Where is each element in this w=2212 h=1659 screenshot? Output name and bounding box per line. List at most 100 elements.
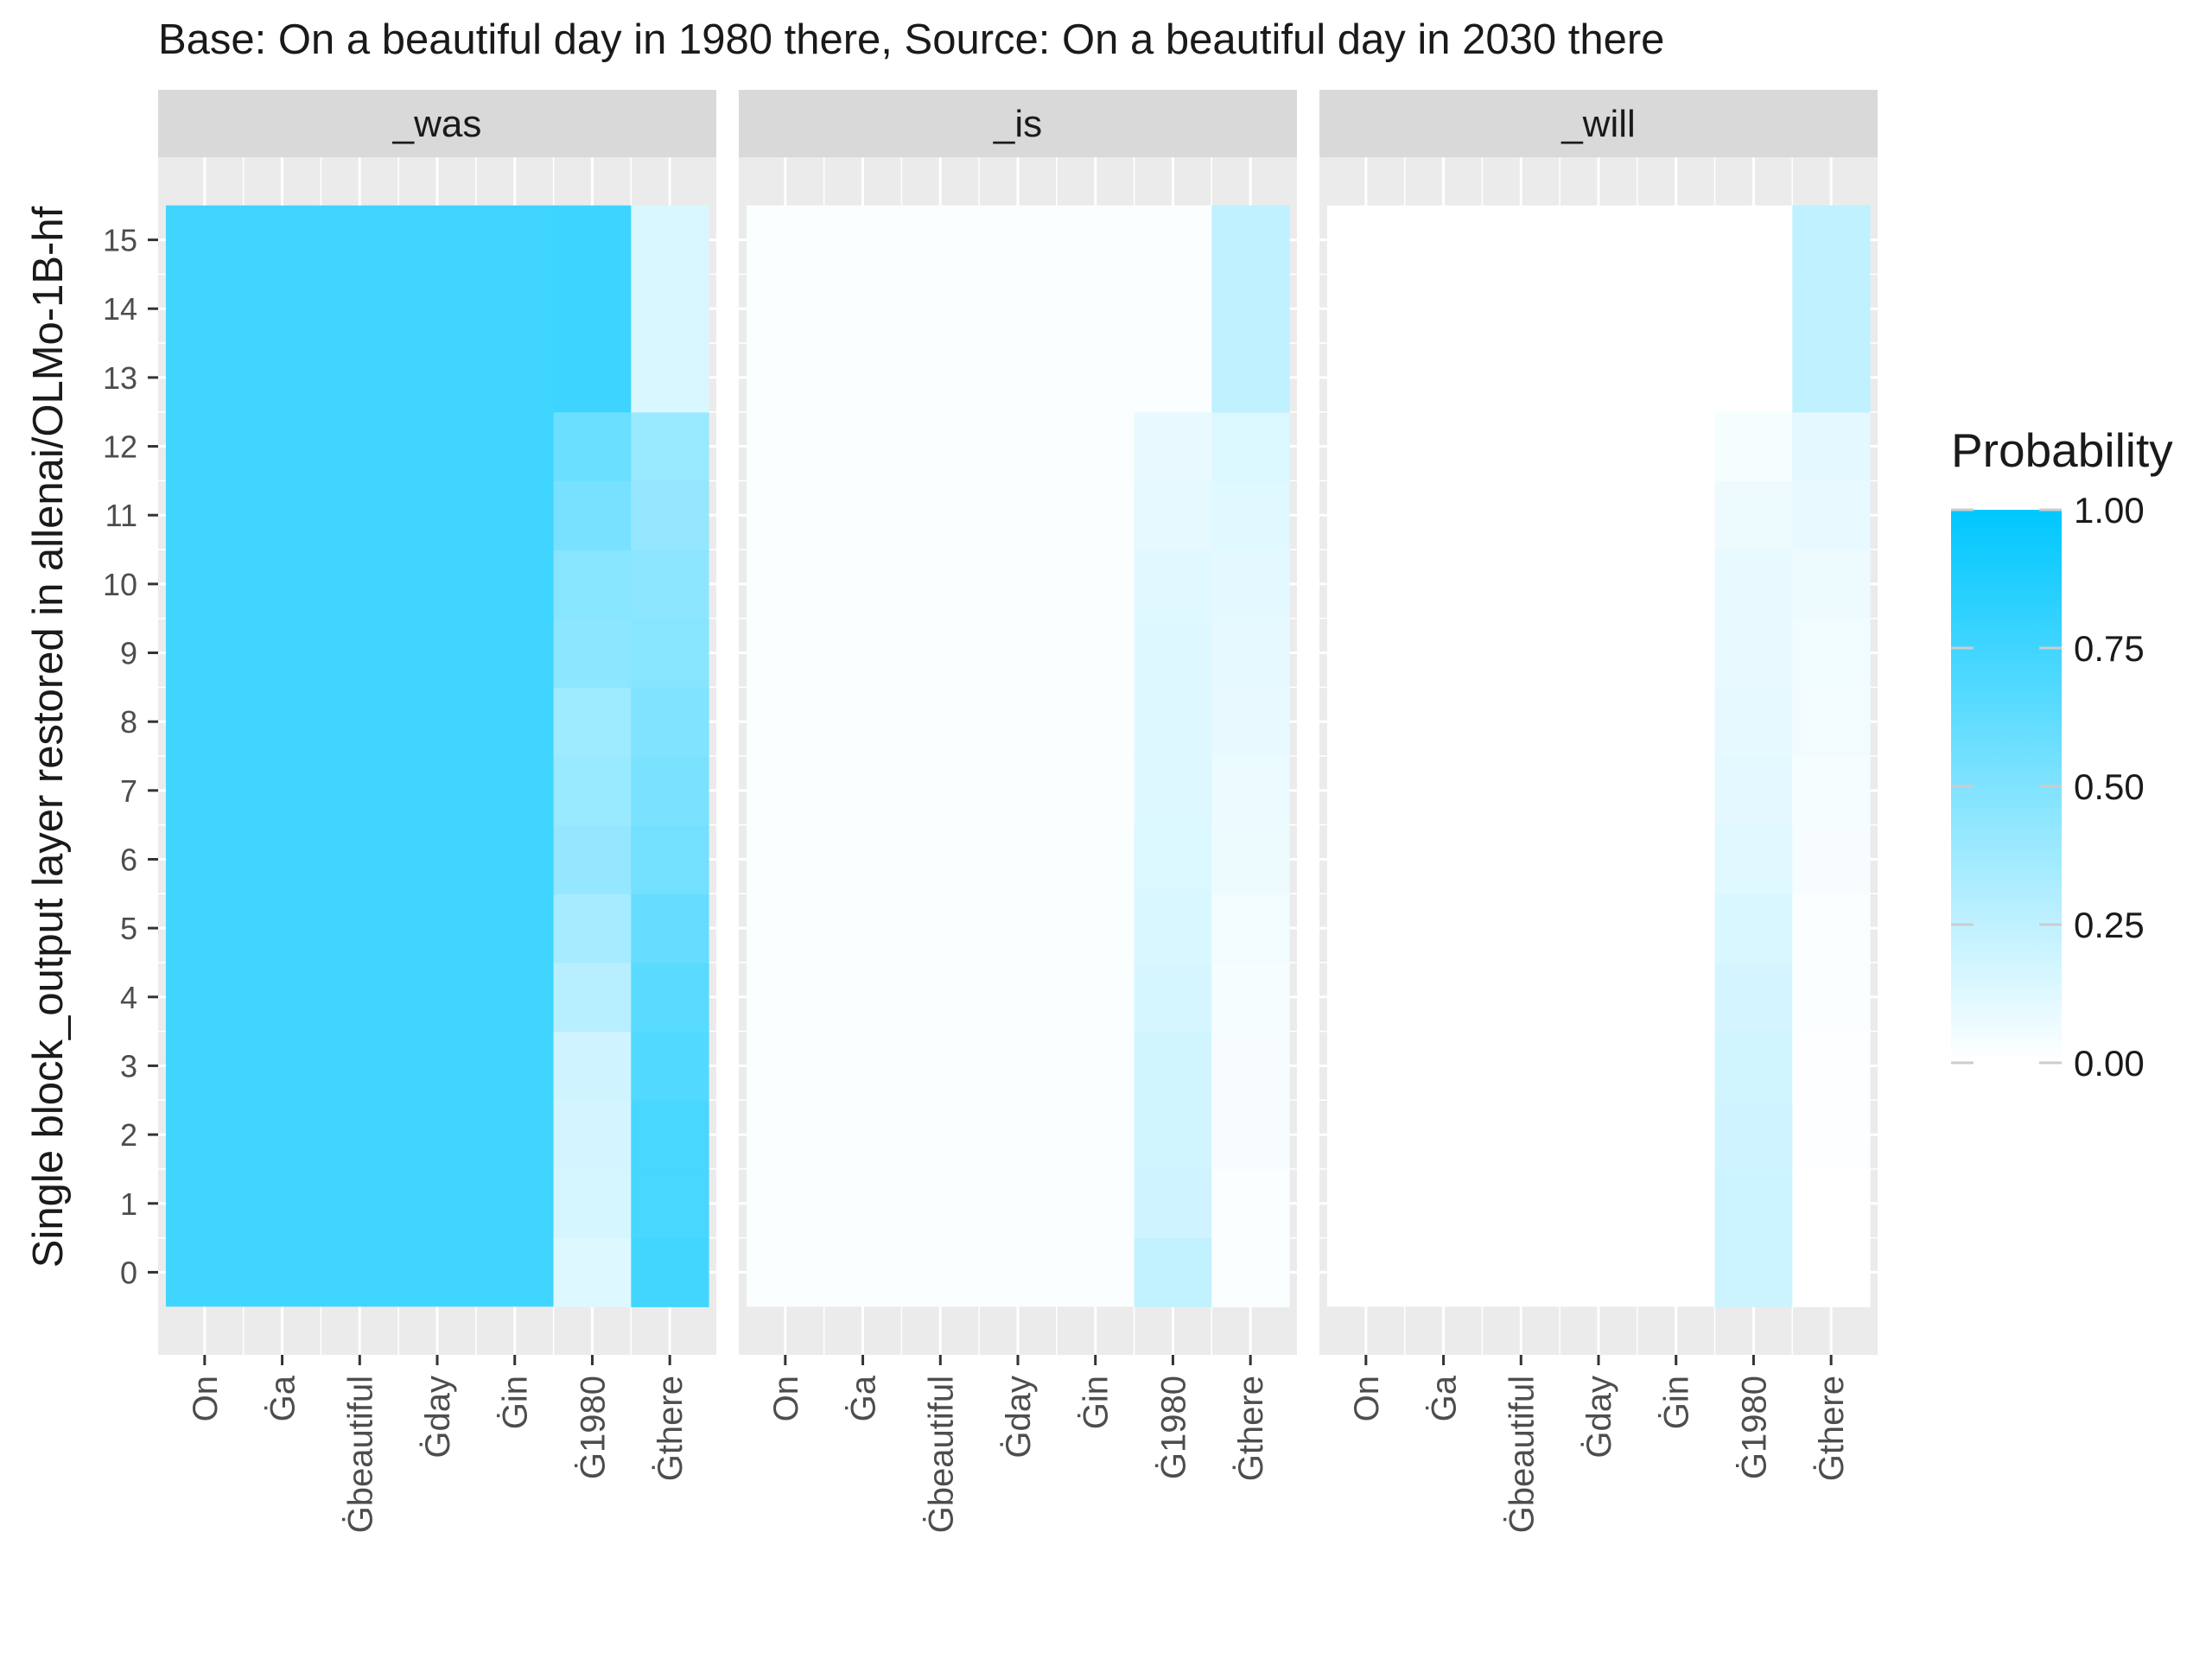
heatmap-cell — [1792, 1237, 1871, 1307]
heatmap-cell — [1792, 756, 1871, 826]
x-tick-label: Ġbeautiful — [921, 1376, 960, 1533]
x-tick-label: Ġ1980 — [1734, 1376, 1773, 1479]
heatmap-cell — [1211, 411, 1290, 481]
heatmap-cell — [1134, 618, 1212, 688]
heatmap-cell — [553, 824, 632, 894]
x-tick-label: Ġday — [999, 1376, 1038, 1459]
y-tick-label: 9 — [120, 636, 137, 671]
heatmap-cell — [1211, 824, 1290, 894]
x-tick-label: Ġthere — [651, 1376, 690, 1481]
heatmap-cell — [553, 205, 632, 276]
heatmap-cell-block — [901, 205, 980, 1307]
heatmap-cell — [631, 205, 709, 276]
heatmap-cell — [553, 411, 632, 481]
heatmap-cell — [631, 618, 709, 688]
legend-tick-label: 0.50 — [2074, 766, 2145, 807]
heatmap-cell — [1792, 962, 1871, 1033]
heatmap-cell — [553, 1031, 632, 1101]
y-tick-label: 1 — [120, 1186, 137, 1222]
x-tick-label: Ġ1980 — [1154, 1376, 1192, 1479]
heatmap-cell — [1134, 893, 1212, 963]
heatmap-cell — [553, 1100, 632, 1170]
x-tick-label: Ġin — [496, 1376, 535, 1429]
heatmap-cell-block — [1326, 205, 1406, 1307]
heatmap-cell — [631, 1168, 709, 1239]
heatmap-cell — [553, 756, 632, 826]
heatmap-cell — [1714, 687, 1793, 757]
y-tick-label: 4 — [120, 980, 137, 1015]
heatmap-cell — [1134, 756, 1212, 826]
legend-tick-label: 0.25 — [2074, 905, 2145, 945]
x-tick-label: Ġin — [1077, 1376, 1116, 1429]
heatmap-cell-block — [243, 205, 322, 1307]
heatmap-cell — [1134, 1168, 1212, 1239]
heatmap-cell — [1792, 205, 1871, 276]
heatmap-cell — [1792, 618, 1871, 688]
heatmap-cell — [1714, 550, 1793, 620]
heatmap-cell — [1714, 824, 1793, 894]
x-tick-label: On — [767, 1376, 805, 1421]
x-tick-label: Ġthere — [1231, 1376, 1270, 1481]
facet-strip — [158, 90, 716, 157]
x-tick-label: Ġbeautiful — [1502, 1376, 1541, 1533]
heatmap-cell — [1792, 687, 1871, 757]
heatmap-cell — [631, 411, 709, 481]
x-tick-label: Ġa — [264, 1375, 302, 1421]
heatmap-cell — [1211, 687, 1290, 757]
x-tick-label: On — [1348, 1376, 1386, 1421]
heatmap-cell — [1211, 550, 1290, 620]
y-tick-label: 13 — [103, 360, 137, 396]
heatmap-cell — [1134, 205, 1212, 276]
heatmap-cell — [1134, 824, 1212, 894]
legend-tick-label: 0.75 — [2074, 628, 2145, 669]
heatmap-cell — [553, 274, 632, 344]
heatmap-cell — [553, 343, 632, 413]
heatmap-cell — [1134, 480, 1212, 550]
x-tick-label: Ġthere — [1812, 1376, 1851, 1481]
heatmap-cell — [1714, 618, 1793, 688]
heatmap-cell — [631, 1237, 709, 1307]
heatmap-cell-block — [823, 205, 903, 1307]
heatmap-cell — [1714, 1237, 1793, 1307]
heatmap-cell-block — [475, 205, 555, 1307]
y-tick-label: 10 — [103, 567, 137, 602]
y-tick-label: 3 — [120, 1048, 137, 1084]
x-tick-label: Ġa — [844, 1375, 883, 1421]
heatmap-cell — [1792, 550, 1871, 620]
heatmap-cell — [553, 962, 632, 1033]
heatmap-cell — [1714, 274, 1793, 344]
heatmap-cell — [1792, 1100, 1871, 1170]
y-tick-label: 11 — [105, 498, 137, 533]
y-tick-label: 7 — [120, 773, 137, 809]
heatmap-cell-block — [321, 205, 399, 1307]
heatmap-cell — [1211, 343, 1290, 413]
heatmap-cell — [1211, 274, 1290, 344]
heatmap-cell — [1714, 1100, 1793, 1170]
heatmap-cell — [1714, 411, 1793, 481]
facet-strip-label: _will — [1560, 103, 1636, 145]
heatmap-cell — [553, 1168, 632, 1239]
x-tick-label: On — [187, 1376, 225, 1421]
heatmap-cell — [1134, 1237, 1212, 1307]
heatmap-cell — [553, 480, 632, 550]
heatmap-cell — [1714, 205, 1793, 276]
heatmap-cell — [1134, 411, 1212, 481]
y-tick-label: 15 — [103, 223, 137, 258]
heatmap-cell — [1134, 274, 1212, 344]
heatmap-cell — [1714, 756, 1793, 826]
y-axis-label: Single block_output layer restored in al… — [25, 206, 72, 1268]
heatmap-cell — [1792, 411, 1871, 481]
heatmap-cell — [1792, 1168, 1871, 1239]
heatmap-cell — [1211, 1031, 1290, 1101]
heatmap-cell-block — [398, 205, 477, 1307]
heatmap-cell — [1792, 824, 1871, 894]
y-tick-label: 14 — [103, 291, 137, 327]
heatmap-cell — [1211, 618, 1290, 688]
heatmap-cell — [1211, 1237, 1290, 1307]
facet-panel: _is On Ġa Ġbeautiful Ġday Ġin Ġ1980 Ġthere — [739, 90, 1297, 1533]
heatmap-cell-block — [165, 205, 245, 1307]
heatmap-cell — [1714, 480, 1793, 550]
heatmap-cell — [1134, 687, 1212, 757]
facet-strip-label: _is — [993, 103, 1042, 145]
